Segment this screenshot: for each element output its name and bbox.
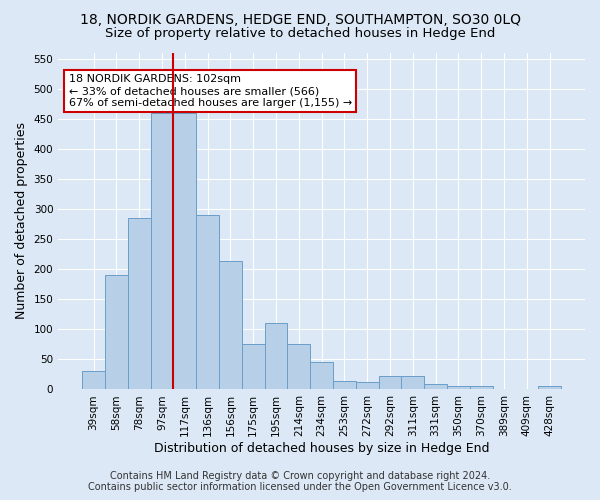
Bar [287,344,310,390]
Y-axis label: Number of detached properties: Number of detached properties [15,122,28,320]
Bar [356,382,379,390]
Bar [219,262,242,390]
Bar [82,372,105,390]
Bar [242,344,265,390]
Text: 18, NORDIK GARDENS, HEDGE END, SOUTHAMPTON, SO30 0LQ: 18, NORDIK GARDENS, HEDGE END, SOUTHAMPT… [79,12,521,26]
Bar [447,386,470,390]
Bar [333,381,356,390]
Text: Contains HM Land Registry data © Crown copyright and database right 2024.
Contai: Contains HM Land Registry data © Crown c… [88,471,512,492]
Bar [401,376,424,390]
Text: Size of property relative to detached houses in Hedge End: Size of property relative to detached ho… [105,28,495,40]
Bar [265,324,287,390]
Bar [538,386,561,390]
Bar [105,275,128,390]
Bar [424,384,447,390]
Bar [310,362,333,390]
Bar [173,112,196,390]
Bar [151,112,173,390]
Bar [379,376,401,390]
Bar [196,215,219,390]
Bar [470,386,493,390]
Text: 18 NORDIK GARDENS: 102sqm
← 33% of detached houses are smaller (566)
67% of semi: 18 NORDIK GARDENS: 102sqm ← 33% of detac… [69,74,352,108]
Bar [128,218,151,390]
X-axis label: Distribution of detached houses by size in Hedge End: Distribution of detached houses by size … [154,442,490,455]
